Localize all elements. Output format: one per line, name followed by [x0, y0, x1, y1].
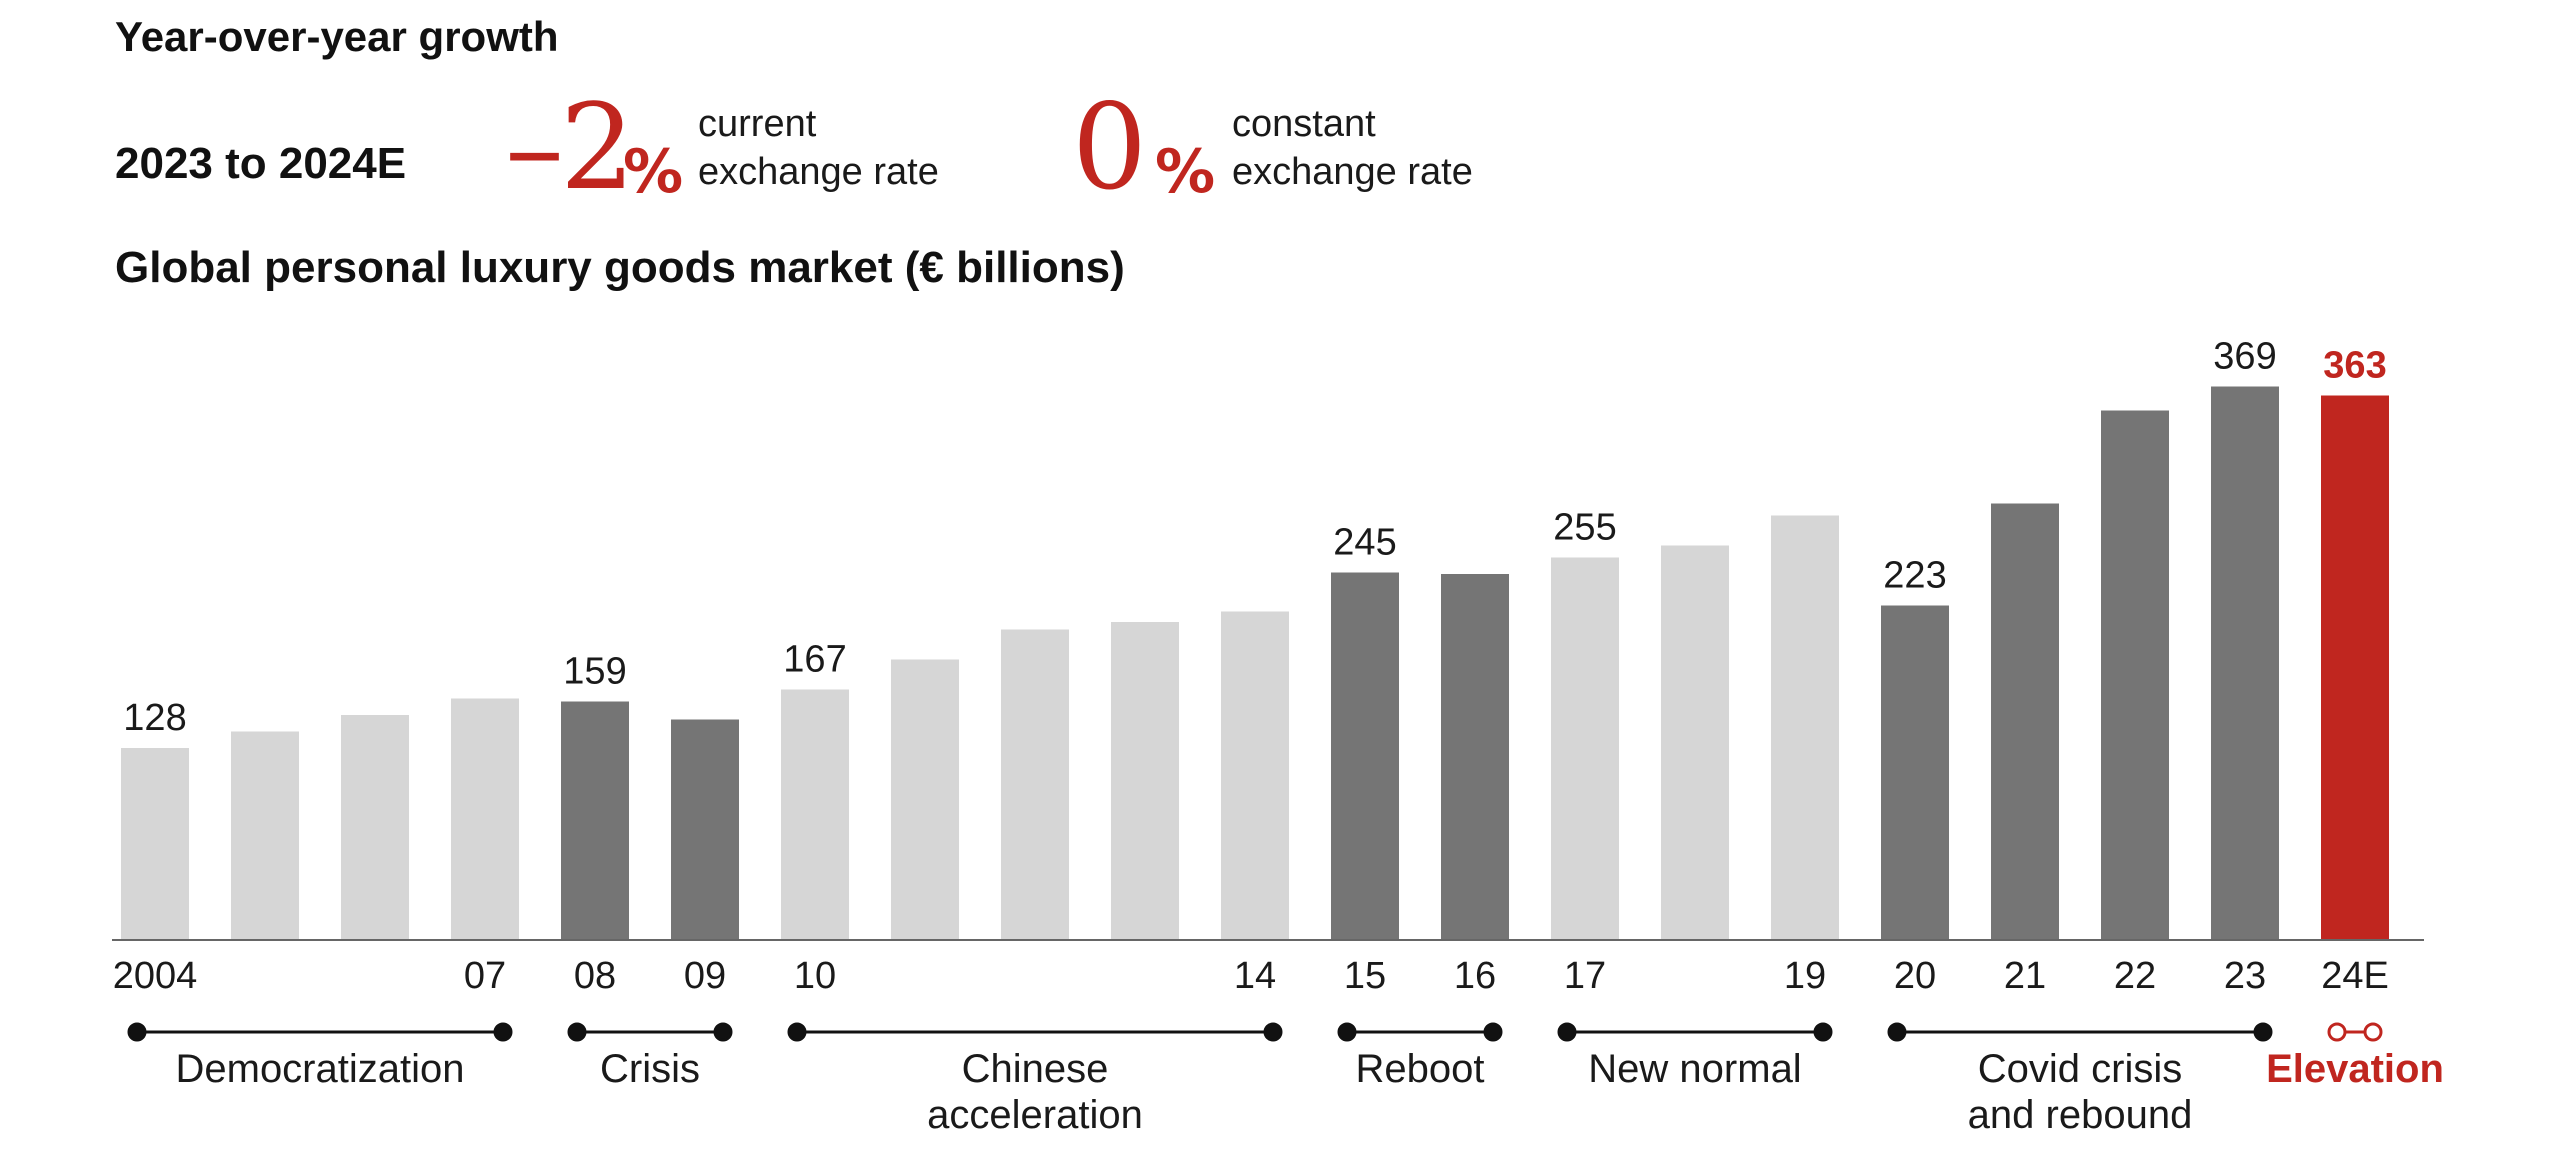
- tick-label-15: 15: [1344, 955, 1386, 997]
- tick-label-22: 22: [2114, 955, 2156, 997]
- period-label-3-0: Reboot: [1356, 1047, 1485, 1091]
- bar-22: [2101, 410, 2169, 940]
- period-label-0-0: Democratization: [175, 1047, 464, 1091]
- bar-07: [451, 698, 519, 940]
- tick-label-17: 17: [1564, 955, 1606, 997]
- stat-current-line1: current: [698, 103, 817, 145]
- bar-10: [781, 689, 849, 940]
- period-dot-end-0: [493, 1022, 513, 1042]
- tick-label-14: 14: [1234, 955, 1276, 997]
- stat-current-rate: –2 % current exchange rate: [505, 88, 1025, 208]
- data-label-15: 245: [1333, 522, 1396, 564]
- bar-18: [1661, 545, 1729, 940]
- tick-label-07: 07: [464, 955, 506, 997]
- tick-label-21: 21: [2004, 955, 2046, 997]
- period-label: 2023 to 2024E: [115, 139, 407, 188]
- period-dot-end-3: [1483, 1022, 1503, 1042]
- data-label-2004: 128: [123, 697, 186, 739]
- data-label-17: 255: [1553, 507, 1616, 549]
- stat-constant-rate: 0 % constant exchange rate: [1072, 88, 1592, 208]
- period-dot-end-6: [2363, 1022, 2383, 1042]
- bar-15: [1331, 572, 1399, 940]
- tick-label-23: 23: [2224, 955, 2266, 997]
- data-label-08: 159: [563, 651, 626, 693]
- period-label-5-1: and rebound: [1968, 1093, 2193, 1137]
- bar-09: [671, 719, 739, 940]
- stat-current-unit: %: [623, 137, 684, 207]
- stat-constant-unit: %: [1155, 137, 1216, 207]
- tick-label-24E: 24E: [2321, 955, 2389, 997]
- bar-06: [341, 715, 409, 940]
- period-label-4-0: New normal: [1588, 1047, 1801, 1091]
- data-label-10: 167: [783, 639, 846, 681]
- bar-21: [1991, 503, 2059, 940]
- tick-label-20: 20: [1894, 955, 1936, 997]
- bar-08: [561, 701, 629, 940]
- period-dot-end-4: [1813, 1022, 1833, 1042]
- tick-label-2004: 2004: [113, 955, 198, 997]
- bar-23: [2211, 386, 2279, 940]
- bar-11: [891, 659, 959, 940]
- period-dot-end-1: [713, 1022, 733, 1042]
- bar-2004: [121, 748, 189, 940]
- stat-current-value: –2: [505, 78, 635, 216]
- bar-16: [1441, 574, 1509, 940]
- data-label-20: 223: [1883, 555, 1946, 597]
- tick-label-16: 16: [1454, 955, 1496, 997]
- period-dot-end-2: [1263, 1022, 1283, 1042]
- stat-current-desc: current exchange rate: [698, 100, 939, 196]
- chart-title: Global personal luxury goods market (€ b…: [115, 243, 1125, 292]
- data-label-24E: 363: [2323, 345, 2386, 387]
- bar-24E: [2321, 395, 2389, 940]
- bar-20: [1881, 605, 1949, 940]
- period-dot-start-4: [1557, 1022, 1577, 1042]
- bar-17: [1551, 557, 1619, 940]
- stat-constant-value: 0: [1072, 78, 1147, 216]
- period-label-6-0: Elevation: [2266, 1047, 2444, 1091]
- period-label-2-1: acceleration: [927, 1093, 1143, 1137]
- period-label-2-0: Chinese: [962, 1047, 1109, 1091]
- bar-19: [1771, 515, 1839, 940]
- period-dot-start-3: [1337, 1022, 1357, 1042]
- bar-14: [1221, 611, 1289, 940]
- period-label-1-0: Crisis: [600, 1047, 700, 1091]
- period-label-5-0: Covid crisis: [1978, 1047, 2182, 1091]
- period-dot-start-6: [2327, 1022, 2347, 1042]
- period-dot-start-1: [567, 1022, 587, 1042]
- tick-label-09: 09: [684, 955, 726, 997]
- stat-constant-line2: exchange rate: [1232, 151, 1473, 193]
- period-dot-start-2: [787, 1022, 807, 1042]
- stat-current-line2: exchange rate: [698, 151, 939, 193]
- bar-05: [231, 731, 299, 940]
- yoy-title: Year-over-year growth: [115, 13, 559, 60]
- stat-constant-desc: constant exchange rate: [1232, 100, 1473, 196]
- period-dot-start-0: [127, 1022, 147, 1042]
- stat-constant-line1: constant: [1232, 103, 1376, 145]
- tick-label-10: 10: [794, 955, 836, 997]
- period-dot-end-5: [2253, 1022, 2273, 1042]
- bar-13: [1111, 622, 1179, 940]
- data-label-23: 369: [2213, 336, 2276, 378]
- tick-label-08: 08: [574, 955, 616, 997]
- period-dot-start-5: [1887, 1022, 1907, 1042]
- bar-12: [1001, 629, 1069, 940]
- tick-label-19: 19: [1784, 955, 1826, 997]
